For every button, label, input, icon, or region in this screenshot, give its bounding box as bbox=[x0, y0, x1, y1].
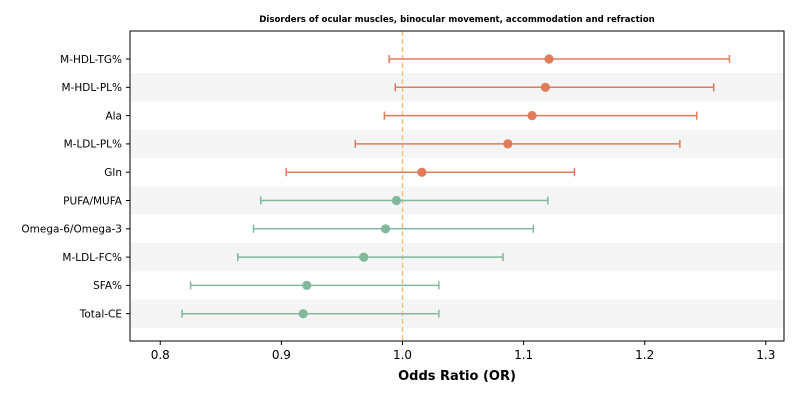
or-point bbox=[298, 309, 308, 319]
y-tick-label: Total-CE bbox=[79, 309, 122, 321]
data-marks bbox=[181, 54, 731, 319]
y-tick-labels: M-HDL-TG% M-HDL-PL% Ala M-LDL-PL% Gln PUFA/MU… bbox=[21, 54, 130, 321]
x-tick-label: 1.3 bbox=[756, 348, 775, 362]
x-tick-label: 1.2 bbox=[635, 348, 654, 362]
y-tick-label: M-HDL-PL% bbox=[62, 82, 122, 94]
x-tick-label: 0.8 bbox=[151, 348, 170, 362]
plot-frame bbox=[129, 30, 785, 342]
or-point bbox=[544, 54, 554, 64]
x-tick-label: 1.0 bbox=[393, 348, 412, 362]
or-point bbox=[302, 280, 312, 290]
chart-title: Disorders of ocular muscles, binocular m… bbox=[259, 15, 654, 25]
x-tick-label: 0.9 bbox=[272, 348, 291, 362]
or-point bbox=[417, 167, 427, 177]
y-tick-label: Ala bbox=[105, 110, 122, 122]
y-tick-label: M-HDL-TG% bbox=[60, 54, 122, 66]
or-point bbox=[527, 111, 537, 121]
x-tick-label: 1.1 bbox=[514, 348, 533, 362]
x-tick-labels: 0.8 0.9 1.0 1.1 1.2 1.3 bbox=[151, 341, 775, 362]
or-point bbox=[380, 224, 391, 234]
x-axis-label: Odds Ratio (OR) bbox=[398, 369, 516, 384]
y-tick-label: M-LDL-PL% bbox=[64, 139, 122, 151]
y-tick-label: SFA% bbox=[93, 280, 122, 292]
y-tick-label: PUFA/MUFA bbox=[63, 195, 123, 207]
or-point bbox=[391, 195, 402, 206]
y-tick-label: M-LDL-FC% bbox=[62, 252, 122, 264]
axes bbox=[129, 30, 785, 342]
or-point bbox=[503, 139, 513, 149]
or-point bbox=[359, 252, 369, 262]
y-tick-label: Omega-6/Omega-3 bbox=[21, 224, 122, 236]
or-point bbox=[540, 82, 551, 92]
y-tick-label: Gln bbox=[104, 167, 122, 179]
